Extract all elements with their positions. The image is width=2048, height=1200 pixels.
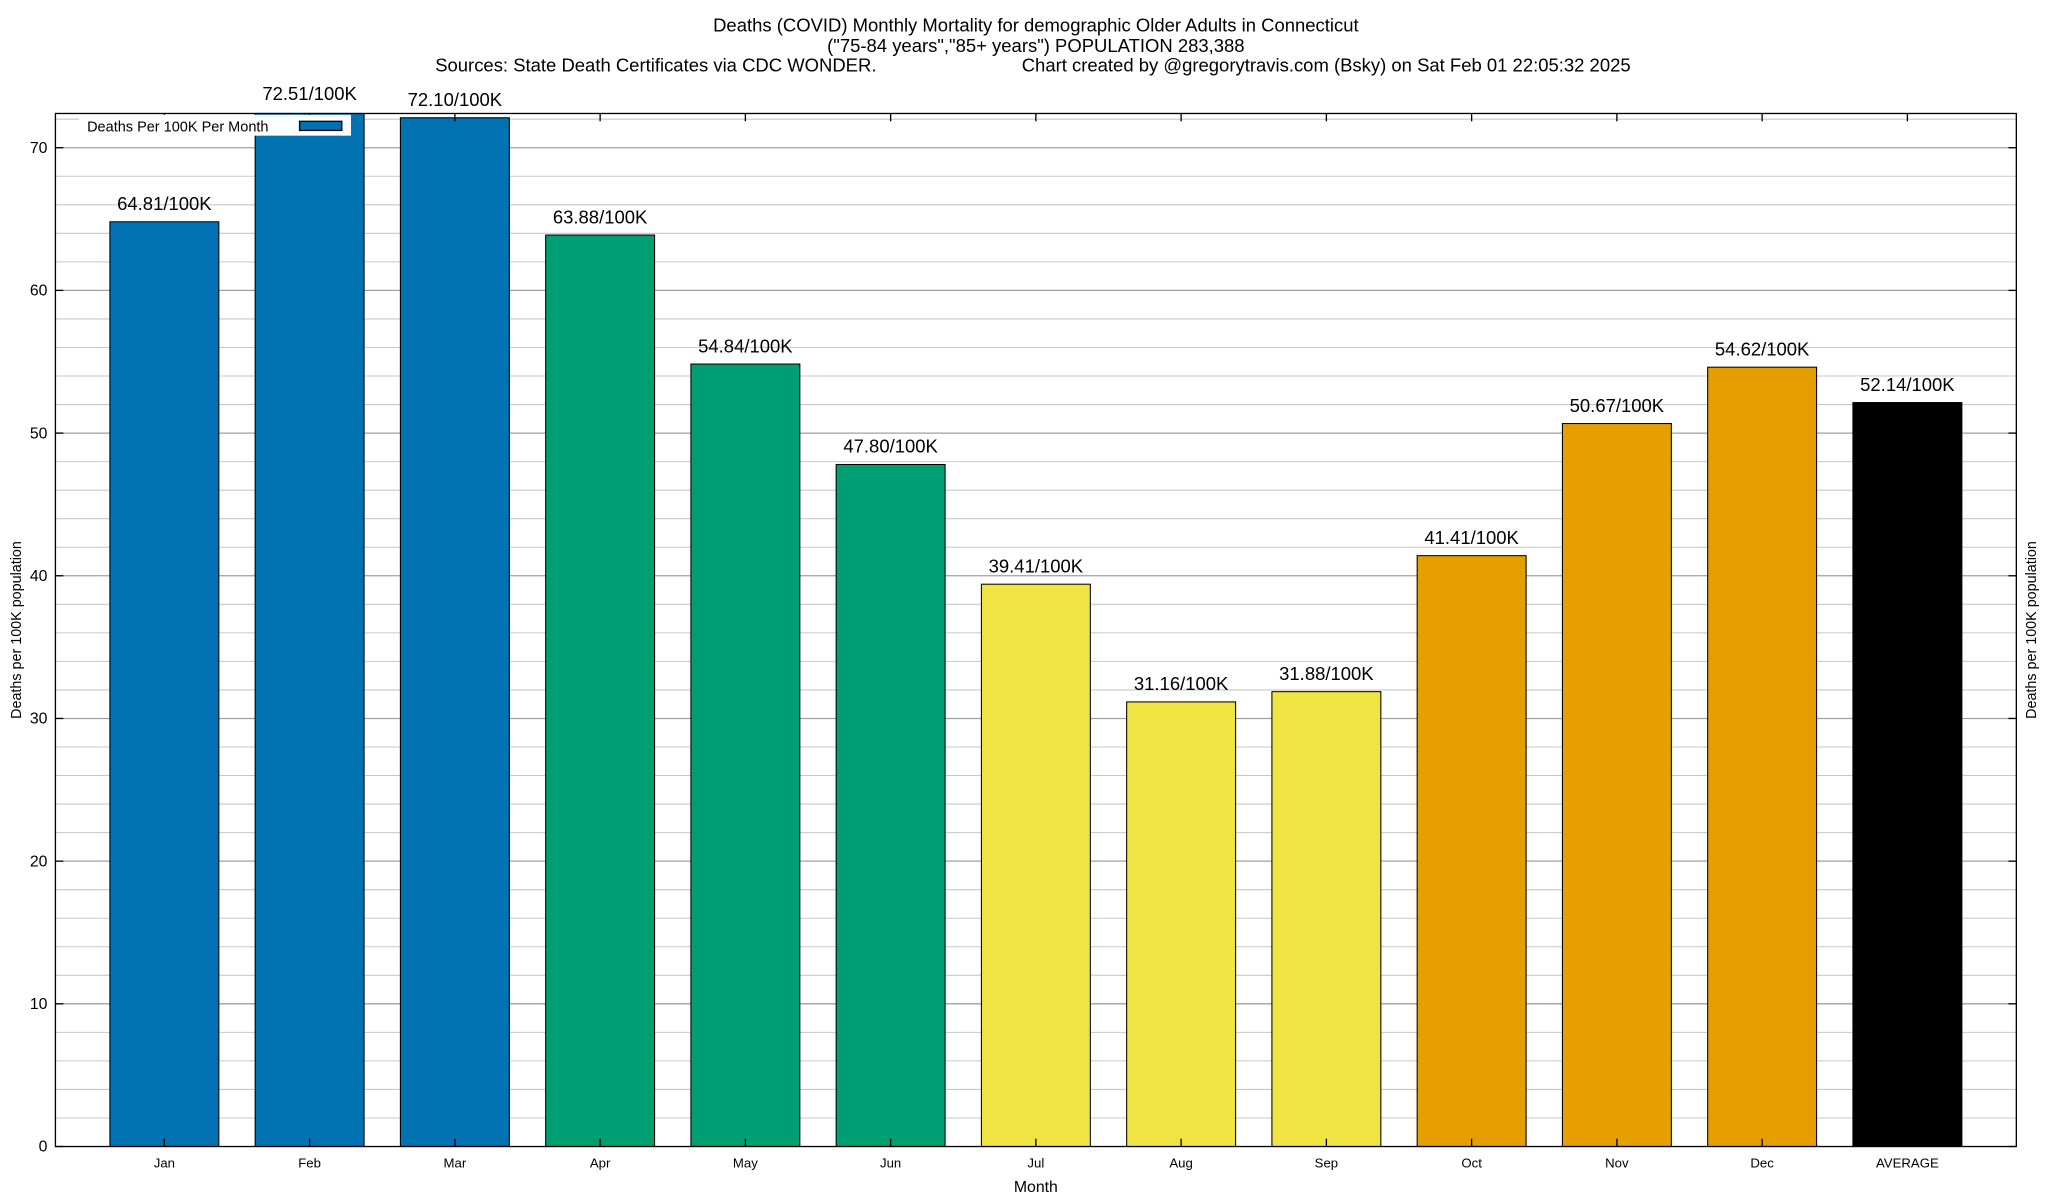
x-tick-label: Jan [154, 1155, 175, 1170]
x-tick-label: Apr [590, 1155, 611, 1170]
y-tick-label: 20 [30, 853, 48, 870]
data-label: 64.81/100K [117, 193, 212, 214]
data-label: 39.41/100K [989, 556, 1084, 577]
bar-average [1852, 402, 1963, 1148]
x-tick-label: Mar [444, 1155, 467, 1170]
data-label: 41.41/100K [1424, 527, 1519, 548]
data-label: 54.62/100K [1715, 339, 1810, 360]
bar-jun [835, 463, 946, 1148]
data-label: 52.14/100K [1860, 374, 1955, 395]
bar-sep [1271, 691, 1382, 1148]
bars [109, 112, 1963, 1148]
x-tick-label: Aug [1169, 1155, 1192, 1170]
bar-apr [545, 234, 656, 1148]
x-axis-label: Month [1014, 1179, 1058, 1196]
x-tick-label: Oct [1461, 1155, 1482, 1170]
x-tick-label: Nov [1605, 1155, 1629, 1170]
legend-box [79, 114, 352, 136]
bar-dec [1707, 366, 1818, 1148]
x-tick-label: Sep [1315, 1155, 1338, 1170]
legend: Deaths Per 100K Per Month [79, 114, 352, 136]
bar-mar [399, 117, 510, 1148]
bar-jul [980, 583, 1091, 1148]
x-tick-label: AVERAGE [1876, 1155, 1939, 1170]
y-tick-label: 60 [30, 283, 48, 300]
x-tick-label: May [733, 1155, 758, 1170]
x-tick-label: Feb [298, 1155, 321, 1170]
data-label: 63.88/100K [553, 206, 648, 227]
bar-oct [1416, 555, 1527, 1148]
x-ticks: Jan Feb Mar Apr May Jun Jul Aug Sep Oct Nov Dec AVER… [154, 113, 1939, 1170]
x-tick-label: Dec [1750, 1155, 1774, 1170]
chart-title: Deaths (COVID) Monthly Mortality for dem… [713, 14, 1359, 35]
data-label: 54.84/100K [698, 335, 793, 356]
data-labels: 64.81/100K 72.51/100K 72.10/100K 63.88/100K… [117, 83, 1955, 694]
legend-swatch [298, 120, 343, 132]
chart-sources: Sources: State Death Certificates via CD… [435, 55, 876, 76]
y-tick-label: 40 [30, 568, 48, 585]
data-label: 31.88/100K [1279, 663, 1374, 684]
y-ticks: 0 10 20 30 40 50 60 70 [30, 140, 2017, 1156]
y2-axis-label: Deaths per 100K population [2024, 541, 2040, 719]
data-label: 72.10/100K [408, 89, 503, 110]
y-tick-label: 30 [30, 711, 48, 728]
data-label: 72.51/100K [262, 83, 357, 104]
bar-feb [254, 112, 365, 1148]
bar-aug [1126, 701, 1237, 1148]
bar-may [690, 363, 801, 1148]
x-tick-label: Jun [880, 1155, 901, 1170]
data-label: 50.67/100K [1570, 395, 1665, 416]
legend-label: Deaths Per 100K Per Month [87, 120, 268, 136]
data-label: 31.16/100K [1134, 673, 1229, 694]
bar-jan [109, 221, 220, 1148]
x-tick-label: Jul [1027, 1155, 1044, 1170]
y-tick-label: 10 [30, 996, 48, 1013]
y-tick-label: 50 [30, 425, 48, 442]
data-label: 47.80/100K [843, 436, 938, 457]
y-tick-label: 70 [30, 140, 48, 157]
y-axis-label: Deaths per 100K population [9, 541, 25, 719]
chart-credit: Chart created by @gregorytravis.com (Bsk… [1022, 55, 1631, 76]
y-tick-label: 0 [39, 1139, 48, 1156]
chart-subtitle: ("75-84 years","85+ years") POPULATION 2… [827, 35, 1244, 56]
bar-nov [1561, 423, 1672, 1148]
